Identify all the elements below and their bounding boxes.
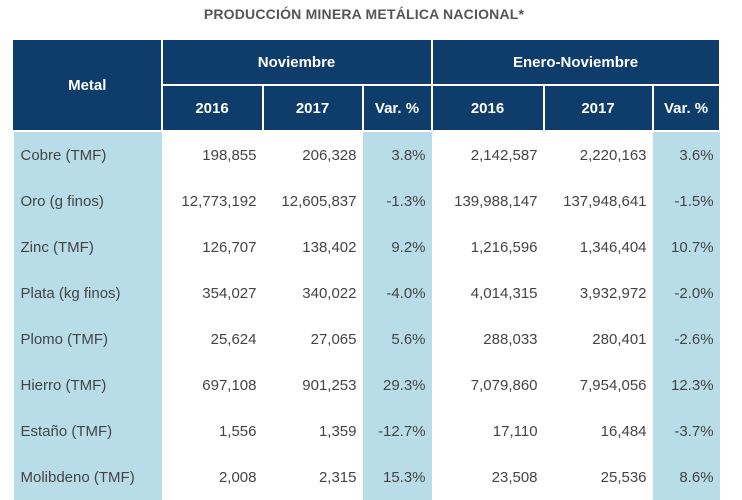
cell-metal-name: Plata (kg finos) — [13, 270, 162, 316]
cell-metal-name: Oro (g finos) — [13, 178, 162, 224]
cell-nov-2016: 2,008 — [218, 468, 257, 486]
cell-ene-nov-2017: 280,401 — [592, 330, 647, 348]
cell-ene-nov-2016: 17,110 — [492, 422, 538, 440]
cell-ene-nov-2016: 23,508 — [491, 468, 538, 486]
cell-metal-name: Plomo (TMF) — [13, 316, 162, 362]
cell-nov-2017: 1,359 — [318, 422, 357, 440]
cell-nov-2017: 901,253 — [302, 376, 357, 394]
cell-ene-nov-2016: 1,216,596 — [470, 238, 538, 256]
cell-nov-var: -4.0% — [362, 270, 432, 316]
cell-nov-var: 3.8% — [362, 131, 432, 178]
page-title: PRODUCCIÓN MINERA METÁLICA NACIONAL* — [203, 6, 525, 22]
table-row: Oro (g finos) 12,773,192 12,605,837 -1.3% 13… — [13, 178, 720, 224]
cell-nov-var: 29.3% — [362, 362, 432, 408]
header-ene-nov-var: Var. % — [651, 84, 721, 132]
cell-ene-nov-2017: 1,346,404 — [579, 238, 647, 256]
cell-ene-nov-var: 3.6% — [652, 131, 720, 178]
cell-metal-name: Hierro (TMF) — [13, 362, 162, 408]
cell-ene-nov-var: 12.3% — [652, 362, 720, 408]
table-row: Plata (kg finos) 354,027 340,022 -4.0% 4,014… — [13, 270, 720, 316]
cell-nov-2017: 138,402 — [302, 238, 357, 256]
cell-metal-name: Estaño (TMF) — [13, 408, 162, 454]
table-row: Cobre (TMF) 198,855 206,328 3.8% 2,142,587 2,… — [13, 131, 720, 178]
cell-nov-2017: 12,605,837 — [281, 192, 357, 210]
cell-ene-nov-2016: 4,014,315 — [470, 284, 538, 302]
cell-nov-var: 9.2% — [362, 224, 432, 270]
cell-nov-2016: 12,773,192 — [181, 192, 257, 210]
table-row: Hierro (TMF) 697,108 901,253 29.3% 7,079,860… — [13, 362, 720, 408]
cell-ene-nov-var: 8.6% — [652, 454, 720, 500]
table-row: Molibdeno (TMF) 2,008 2,315 15.3% 23,508 25,5… — [13, 454, 720, 500]
cell-ene-nov-2016: 139,988,147 — [454, 192, 538, 210]
cell-nov-2017: 206,328 — [302, 146, 357, 164]
cell-nov-2016: 354,027 — [202, 284, 257, 302]
header-ene-nov-2017: 2017 — [542, 84, 654, 132]
cell-ene-nov-var: -1.5% — [652, 178, 720, 224]
table-row: Plomo (TMF) 25,624 27,065 5.6% 288,033 280,40… — [13, 316, 720, 362]
table-row: Estaño (TMF) 1,556 1,359 -12.7% 17,110 16,484… — [13, 408, 720, 454]
cell-ene-nov-2017: 16,484 — [600, 422, 647, 440]
cell-metal-name: Molibdeno (TMF) — [13, 454, 162, 500]
cell-metal-name: Zinc (TMF) — [13, 224, 162, 270]
header-nov-var: Var. % — [361, 84, 433, 132]
table-row: Zinc (TMF) 126,707 138,402 9.2% 1,216,596 1,3… — [13, 224, 720, 270]
cell-nov-2016: 198,855 — [202, 146, 257, 164]
cell-ene-nov-2017: 2,220,163 — [579, 146, 647, 164]
cell-nov-2016: 25,624 — [210, 330, 257, 348]
cell-nov-2017: 27,065 — [310, 330, 357, 348]
header-nov-2017: 2017 — [261, 84, 364, 132]
cell-nov-2016: 697,108 — [202, 376, 257, 394]
production-table: Metal Noviembre Enero-Noviembre 2016 201… — [13, 38, 721, 500]
cell-nov-2016: 1,556 — [218, 422, 257, 440]
cell-ene-nov-var: 10.7% — [652, 224, 720, 270]
header-ene-nov-2016: 2016 — [430, 84, 545, 132]
cell-nov-2016: 126,707 — [202, 238, 257, 256]
cell-nov-var: -1.3% — [362, 178, 432, 224]
cell-nov-2017: 2,315 — [318, 468, 357, 486]
header-noviembre: Noviembre — [160, 38, 433, 86]
cell-nov-2017: 340,022 — [302, 284, 357, 302]
header-metal: Metal — [13, 38, 163, 132]
cell-ene-nov-2017: 7,954,056 — [579, 376, 647, 394]
cell-ene-nov-2016: 288,033 — [483, 330, 538, 348]
cell-ene-nov-var: -2.0% — [652, 270, 720, 316]
cell-ene-nov-var: -2.6% — [652, 316, 720, 362]
cell-nov-var: 5.6% — [362, 316, 432, 362]
header-enero-noviembre: Enero-Noviembre — [430, 38, 721, 86]
cell-ene-nov-2016: 2,142,587 — [470, 146, 538, 164]
cell-ene-nov-2016: 7,079,860 — [470, 376, 538, 394]
cell-ene-nov-2017: 137,948,641 — [563, 192, 647, 210]
cell-metal-name: Cobre (TMF) — [13, 131, 162, 178]
cell-ene-nov-var: -3.7% — [652, 408, 720, 454]
cell-ene-nov-2017: 25,536 — [600, 468, 647, 486]
cell-nov-var: -12.7% — [362, 408, 432, 454]
header-nov-2016: 2016 — [160, 84, 264, 132]
cell-ene-nov-2017: 3,932,972 — [579, 284, 647, 302]
cell-nov-var: 15.3% — [362, 454, 432, 500]
